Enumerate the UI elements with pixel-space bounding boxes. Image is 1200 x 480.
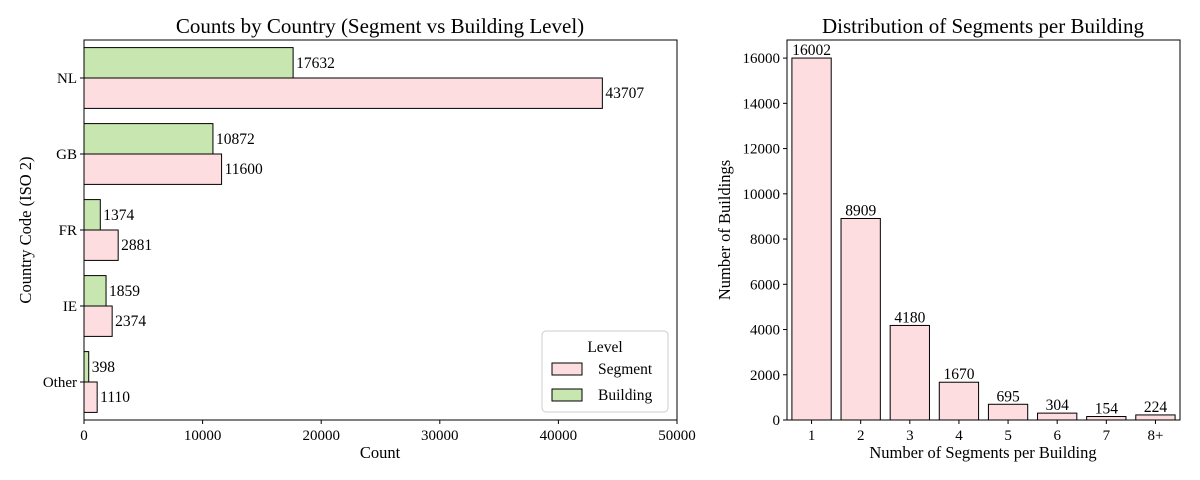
value-label-segments-7: 154: [1095, 401, 1119, 418]
legend-label-building: Building: [598, 387, 653, 404]
x-tick-label-0: 0: [80, 428, 88, 444]
y-tick-label-6000: 6000: [750, 277, 780, 293]
chart2-x-axis-label: Number of Segments per Building: [869, 443, 1096, 462]
bar-segments-4: [938, 381, 980, 421]
chart1-title: Counts by Country (Segment vs Building L…: [176, 14, 584, 38]
legend-title: Level: [587, 339, 622, 356]
x-tick-label-7: 7: [1103, 428, 1111, 444]
legend-swatch-segment: [551, 362, 583, 376]
x-tick-label-5: 5: [1004, 428, 1012, 444]
x-tick-label-3: 3: [906, 428, 914, 444]
value-label-segments-5: 695: [996, 388, 1020, 405]
value-label-segments-1: 16002: [792, 42, 831, 59]
chart2-frame: [786, 39, 1181, 421]
value-label-segments-8: 224: [1144, 399, 1168, 416]
bar-gb-building: [83, 123, 214, 155]
value-label-nl-segment: 43707: [605, 85, 644, 102]
y-tick-label-0: 0: [773, 413, 781, 429]
x-tick-label-1: 1: [808, 428, 816, 444]
value-label-ie-segment: 2374: [115, 313, 146, 330]
value-label-gb-segment: 11600: [225, 161, 263, 178]
y-tick-label-14000: 14000: [743, 96, 781, 112]
y-tick-label-fr: FR: [59, 223, 77, 239]
y-tick-label-gb: GB: [56, 147, 77, 163]
bar-fr-segment: [83, 229, 119, 261]
x-tick-label-20000: 20000: [302, 428, 340, 444]
bar-gb-segment: [83, 153, 223, 185]
value-label-fr-building: 1374: [103, 207, 134, 224]
y-tick-label-16000: 16000: [743, 51, 781, 67]
legend-swatch-building: [551, 388, 583, 402]
chart2-title: Distribution of Segments per Building: [822, 14, 1144, 38]
x-tick-label-2: 2: [857, 428, 865, 444]
chart1-legend: Level Segment Building: [541, 330, 669, 413]
bar-segments-5: [987, 403, 1029, 421]
x-tick-label-50000: 50000: [658, 428, 696, 444]
bar-ie-building: [83, 275, 107, 307]
y-tick-label-12000: 12000: [743, 142, 781, 158]
value-label-segments-6: 304: [1046, 397, 1070, 414]
y-tick-label-other: Other: [43, 375, 77, 391]
y-tick-label-10000: 10000: [743, 187, 781, 203]
x-tick-label-6: 6: [1053, 428, 1061, 444]
value-label-other-segment: 1110: [100, 389, 130, 406]
value-label-fr-segment: 2881: [121, 237, 152, 254]
value-label-segments-4: 1670: [943, 366, 974, 383]
x-tick-label-8: 8+: [1147, 428, 1163, 444]
y-tick-label-4000: 4000: [750, 323, 780, 339]
y-tick-label-2000: 2000: [750, 368, 780, 384]
chart2-y-axis-label: Number of Buildings: [715, 160, 734, 300]
value-label-ie-building: 1859: [109, 283, 140, 300]
legend-label-segment: Segment: [598, 361, 653, 378]
x-tick-label-40000: 40000: [540, 428, 578, 444]
bar-other-building: [83, 351, 90, 383]
chart1-frame: [83, 39, 678, 421]
bar-other-segment: [83, 381, 98, 413]
x-tick-label-30000: 30000: [421, 428, 459, 444]
value-label-segments-3: 4180: [894, 309, 925, 326]
bar-segments-6: [1037, 412, 1078, 421]
x-tick-label-10000: 10000: [184, 428, 222, 444]
bar-ie-segment: [83, 305, 113, 337]
bar-nl-segment: [83, 77, 603, 109]
bar-segments-1: [791, 57, 832, 421]
bar-fr-building: [83, 199, 101, 231]
value-label-segments-2: 8909: [845, 202, 876, 219]
bar-segments-2: [840, 217, 881, 421]
y-tick-label-ie: IE: [63, 299, 77, 315]
y-tick-label-8000: 8000: [750, 232, 780, 248]
x-tick-label-4: 4: [955, 428, 963, 444]
chart1-y-axis-label: Country Code (ISO 2): [16, 156, 35, 303]
value-label-nl-building: 17632: [296, 55, 335, 72]
chart1-x-axis-label: Count: [360, 443, 401, 462]
value-label-other-building: 398: [92, 359, 116, 376]
bar-segments-3: [889, 324, 930, 421]
y-tick-label-nl: NL: [57, 71, 77, 87]
value-label-gb-building: 10872: [216, 131, 255, 148]
bar-nl-building: [83, 47, 294, 79]
country-counts-chart: Counts by Country (Segment vs Building L…: [16, 14, 696, 462]
